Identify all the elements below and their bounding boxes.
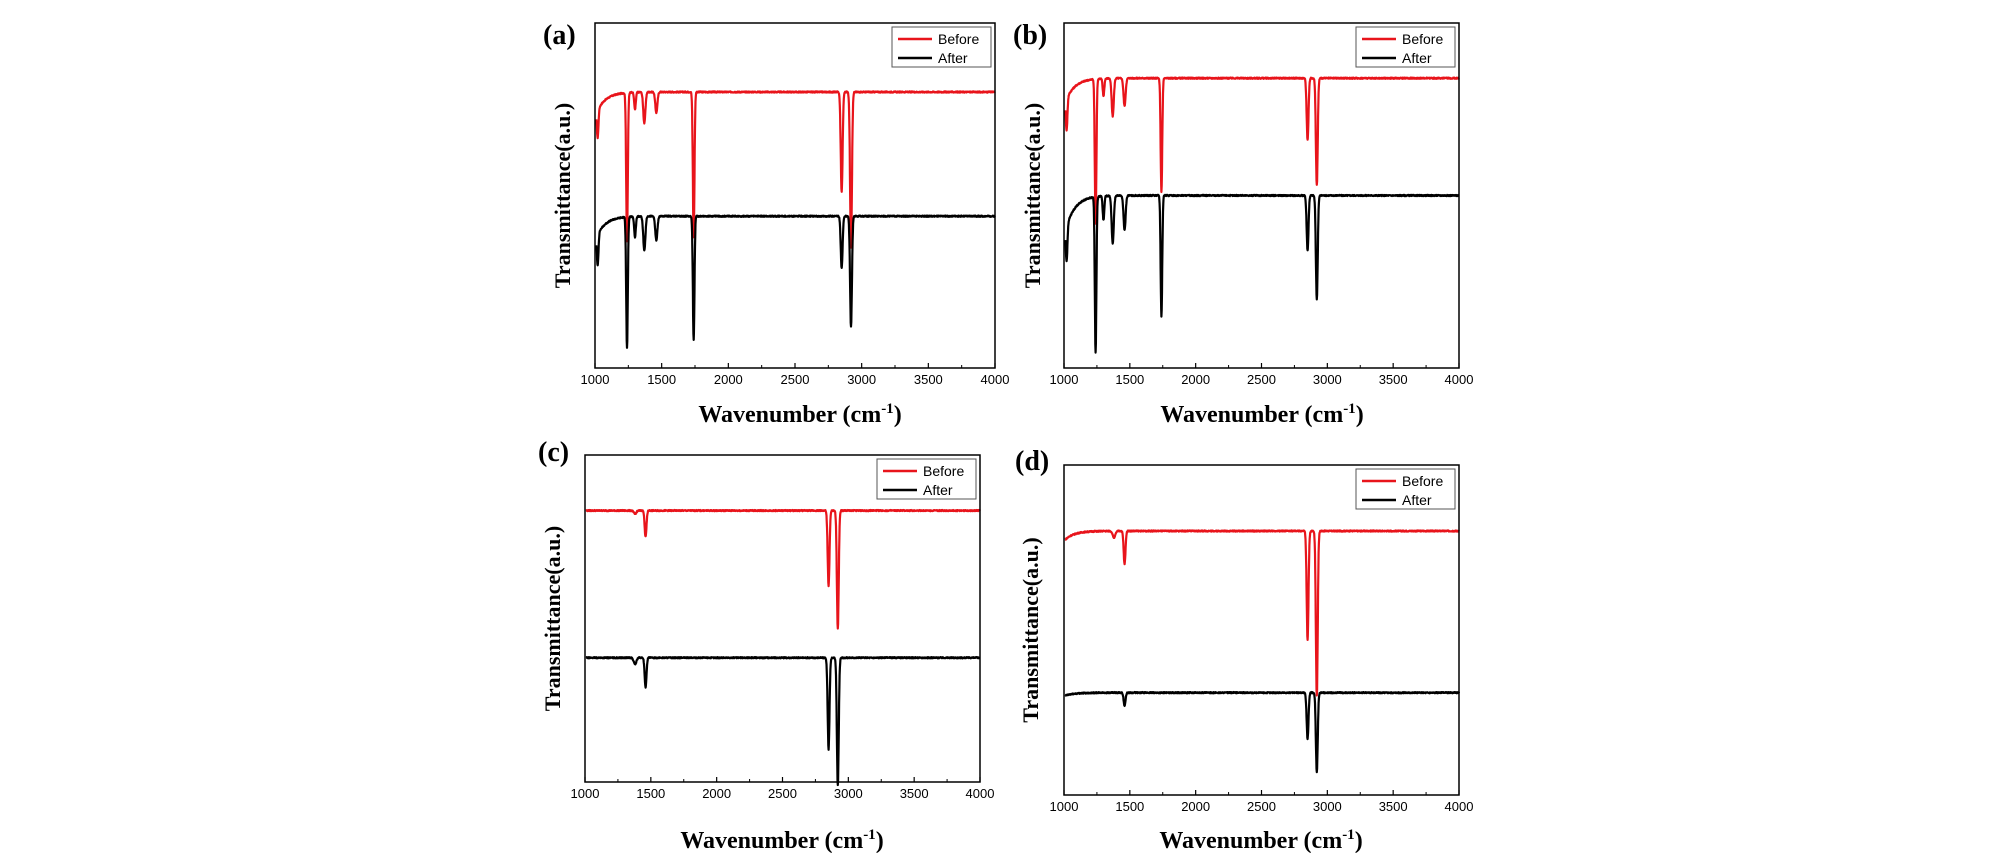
- x-tick-label: 1500: [1115, 799, 1144, 814]
- legend-label-after: After: [1402, 50, 1432, 66]
- legend: Before After: [877, 459, 976, 499]
- x-axis-title-main: Wavenumber (cm: [1160, 402, 1343, 428]
- x-tick-label: 4000: [981, 372, 1010, 387]
- legend-label-after: After: [923, 482, 953, 498]
- x-tick-label: 2000: [702, 786, 731, 801]
- ftir-figure: (a) 1000 1500 2000 2500 3000 3500 4000 Wavenumbe…: [0, 0, 2008, 853]
- legend-label-after: After: [1402, 492, 1432, 508]
- legend-label-after: After: [938, 50, 968, 66]
- x-axis-title-main: Wavenumber (cm: [698, 402, 881, 428]
- x-tick-label: 2500: [1247, 372, 1276, 387]
- x-tick-label: 2500: [781, 372, 810, 387]
- x-tick-label: 2000: [1181, 372, 1210, 387]
- x-axis-title-close: ): [1356, 402, 1364, 428]
- plot-frame: [585, 455, 980, 782]
- plot-frame: [595, 23, 995, 368]
- x-tick-label: 1000: [571, 786, 600, 801]
- x-axis-title-sup: -1: [1343, 401, 1356, 417]
- series-line-before: [586, 510, 980, 629]
- x-axis-title-sup: -1: [1342, 827, 1355, 843]
- legend: Before After: [1356, 27, 1455, 67]
- series-line-before: [596, 91, 995, 247]
- series-line-after: [1065, 692, 1459, 772]
- x-tick-label: 1000: [581, 372, 610, 387]
- x-tick-label: 3500: [914, 372, 943, 387]
- series-line-after: [596, 216, 995, 348]
- x-axis-title: Wavenumber (cm-1): [1160, 401, 1363, 428]
- series-line-after: [1065, 195, 1459, 353]
- x-tick-label: 4000: [1445, 799, 1474, 814]
- x-tick-label: 3000: [834, 786, 863, 801]
- x-axis-title: Wavenumber (cm-1): [698, 401, 901, 428]
- x-tick-label: 4000: [1445, 372, 1474, 387]
- x-axis-title: Wavenumber (cm-1): [680, 827, 883, 853]
- x-tick-label: 1000: [1050, 372, 1079, 387]
- x-tick-label: 3000: [1313, 799, 1342, 814]
- legend-label-before: Before: [1402, 31, 1443, 47]
- legend-label-before: Before: [1402, 473, 1443, 489]
- series-line-before: [1065, 530, 1459, 695]
- x-tick-label: 3000: [1313, 372, 1342, 387]
- legend-label-before: Before: [923, 463, 964, 479]
- x-axis-title-close: ): [894, 402, 902, 428]
- y-axis-title: Transmittance(a.u.): [1020, 103, 1045, 288]
- plot-frame: [1064, 465, 1459, 795]
- x-tick-label: 1500: [1115, 372, 1144, 387]
- chart-panel-1: (a) 1000 1500 2000 2500 3000 3500 4000 Wavenumbe…: [543, 20, 1009, 428]
- legend: Before After: [892, 27, 991, 67]
- panel-label: (a): [543, 20, 576, 51]
- x-tick-label: 3000: [847, 372, 876, 387]
- x-tick-label: 2500: [1247, 799, 1276, 814]
- x-axis-title-main: Wavenumber (cm: [680, 828, 863, 853]
- x-axis-title-close: ): [876, 828, 884, 853]
- x-tick-label: 2000: [1181, 799, 1210, 814]
- chart-panel-4: (d) 1000 1500 2000 2500 3000 3500 4000 Wavenumbe…: [1015, 446, 1473, 853]
- y-axis-title: Transmittance(a.u.): [1018, 537, 1043, 722]
- x-tick-label: 4000: [966, 786, 995, 801]
- x-axis-title-sup: -1: [881, 401, 894, 417]
- x-axis-title-main: Wavenumber (cm: [1159, 828, 1342, 853]
- x-tick-label: 1500: [636, 786, 665, 801]
- x-tick-label: 2500: [768, 786, 797, 801]
- x-axis-title-close: ): [1355, 828, 1363, 853]
- chart-panel-3: (c) 1000 1500 2000 2500 3000 3500 4000 Wavenumbe…: [538, 437, 994, 853]
- series-line-before: [1065, 78, 1459, 224]
- legend: Before After: [1356, 469, 1455, 509]
- panel-label: (d): [1015, 446, 1049, 477]
- x-tick-label: 3500: [900, 786, 929, 801]
- panel-label: (b): [1013, 20, 1047, 51]
- legend-label-before: Before: [938, 31, 979, 47]
- x-tick-label: 2000: [714, 372, 743, 387]
- x-tick-label: 3500: [1379, 799, 1408, 814]
- y-axis-title: Transmittance(a.u.): [540, 526, 565, 711]
- x-axis-title-sup: -1: [863, 827, 876, 843]
- x-tick-label: 1000: [1050, 799, 1079, 814]
- y-axis-title: Transmittance(a.u.): [550, 103, 575, 288]
- x-tick-label: 3500: [1379, 372, 1408, 387]
- x-tick-label: 1500: [647, 372, 676, 387]
- chart-panel-2: (b) 1000 1500 2000 2500 3000 3500 4000 Wavenumbe…: [1013, 20, 1473, 428]
- panel-label: (c): [538, 437, 569, 468]
- x-axis-title: Wavenumber (cm-1): [1159, 827, 1362, 853]
- series-line-after: [586, 657, 980, 785]
